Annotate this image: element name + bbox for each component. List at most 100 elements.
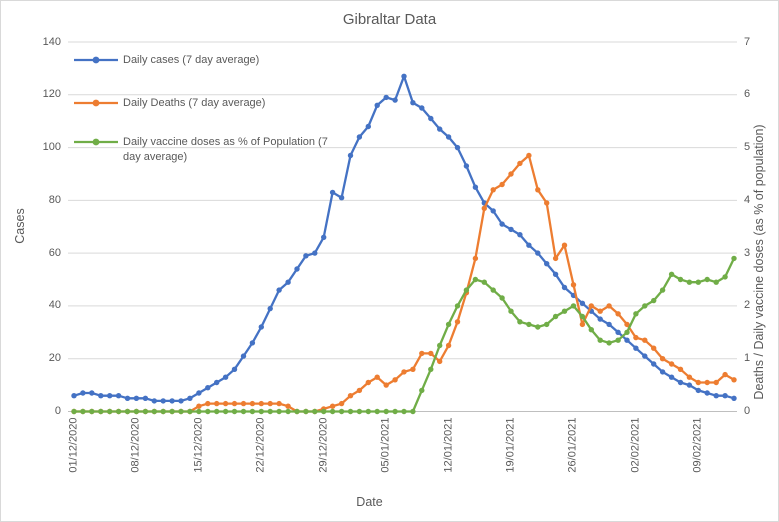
- data-point: [526, 321, 532, 328]
- data-point: [115, 393, 122, 399]
- data-point: [267, 400, 273, 407]
- data-point: [713, 379, 719, 386]
- data-point: [231, 366, 238, 372]
- legend-marker-daily-cases-icon: [74, 56, 118, 64]
- data-point: [445, 134, 452, 140]
- data-point: [668, 361, 675, 367]
- data-point: [249, 340, 256, 346]
- data-point: [178, 408, 184, 415]
- data-point: [356, 134, 363, 140]
- data-point: [383, 382, 389, 388]
- legend-marker-vaccine-doses-icon: [74, 138, 118, 146]
- data-point: [151, 398, 157, 404]
- data-point: [606, 321, 612, 328]
- data-point: [704, 390, 710, 396]
- data-point: [579, 300, 586, 306]
- data-point: [338, 400, 345, 407]
- data-point: [410, 100, 416, 106]
- data-point: [713, 393, 719, 399]
- data-point: [347, 393, 354, 399]
- data-point: [338, 408, 345, 415]
- data-point: [445, 342, 452, 349]
- legend-item-daily-cases[interactable]: Daily cases (7 day average): [73, 53, 331, 68]
- data-point: [392, 97, 398, 103]
- x-tick-label: 02/02/2021: [629, 417, 642, 473]
- data-point: [303, 408, 309, 415]
- data-point: [731, 395, 737, 401]
- data-point: [160, 408, 166, 415]
- data-point: [526, 242, 532, 248]
- chart-title: Gibraltar Data: [342, 11, 437, 28]
- data-point: [731, 255, 737, 262]
- y-right-tick-label: 7: [744, 35, 751, 48]
- data-point: [695, 379, 701, 386]
- data-point: [588, 303, 594, 309]
- data-point: [472, 184, 479, 190]
- x-tick-label: 19/01/2021: [504, 417, 517, 473]
- legend-marker-daily-deaths-icon: [74, 99, 118, 107]
- data-point: [89, 408, 95, 415]
- legend-label-daily-deaths: Daily Deaths (7 day average): [123, 97, 266, 109]
- y-right-tick-label: 5: [744, 141, 751, 154]
- data-point: [686, 382, 693, 388]
- series-daily-cases[interactable]: [71, 73, 737, 404]
- data-point: [276, 400, 282, 407]
- data-point: [437, 126, 443, 132]
- data-point: [499, 181, 505, 188]
- legend-item-daily-deaths[interactable]: Daily Deaths (7 day average): [73, 96, 331, 111]
- x-axis-title: Date: [356, 495, 383, 509]
- data-point: [312, 250, 318, 256]
- data-point: [490, 287, 496, 293]
- data-point: [160, 398, 166, 404]
- x-tick-label: 05/01/2021: [379, 417, 392, 473]
- data-point: [98, 393, 104, 399]
- data-point: [410, 366, 416, 372]
- data-point: [196, 390, 202, 396]
- data-point: [214, 379, 220, 386]
- data-point: [552, 255, 559, 262]
- data-point: [240, 408, 247, 415]
- y-right-axis-title: Deaths / Daily vaccine doses (as % of po…: [752, 124, 766, 400]
- series-vaccine-doses[interactable]: [71, 255, 737, 415]
- data-point: [579, 313, 586, 320]
- data-point: [276, 287, 282, 293]
- data-point: [544, 321, 550, 328]
- data-point: [285, 408, 291, 415]
- x-tick-label: 12/01/2021: [442, 417, 455, 473]
- data-point: [294, 266, 300, 272]
- data-point: [303, 253, 309, 259]
- data-point: [535, 250, 541, 256]
- data-point: [454, 303, 461, 309]
- y-right-tick-label: 3: [744, 246, 751, 259]
- data-point: [169, 398, 175, 404]
- data-point: [561, 242, 568, 248]
- data-point: [633, 334, 639, 341]
- data-point: [561, 308, 568, 314]
- data-point: [659, 287, 666, 293]
- data-point: [419, 105, 425, 111]
- data-point: [98, 408, 104, 415]
- data-point: [107, 408, 113, 415]
- data-point: [624, 329, 630, 335]
- data-point: [552, 271, 559, 277]
- data-point: [347, 408, 354, 415]
- data-point: [588, 327, 594, 333]
- data-point: [142, 395, 149, 401]
- data-point: [329, 408, 336, 415]
- data-point: [80, 390, 86, 396]
- data-point: [659, 356, 666, 362]
- data-point: [651, 297, 657, 304]
- data-point: [401, 369, 407, 375]
- legend-item-vaccine-doses[interactable]: Daily vaccine doses as % of Population (…: [73, 135, 331, 165]
- data-point: [231, 400, 238, 407]
- data-point: [597, 316, 603, 322]
- data-point: [214, 400, 220, 407]
- y-right-tick-label: 4: [744, 193, 751, 206]
- data-point: [365, 408, 371, 415]
- data-point: [124, 408, 131, 415]
- y-right-tick-label: 1: [744, 352, 751, 365]
- data-point: [428, 350, 434, 357]
- data-point: [642, 337, 648, 343]
